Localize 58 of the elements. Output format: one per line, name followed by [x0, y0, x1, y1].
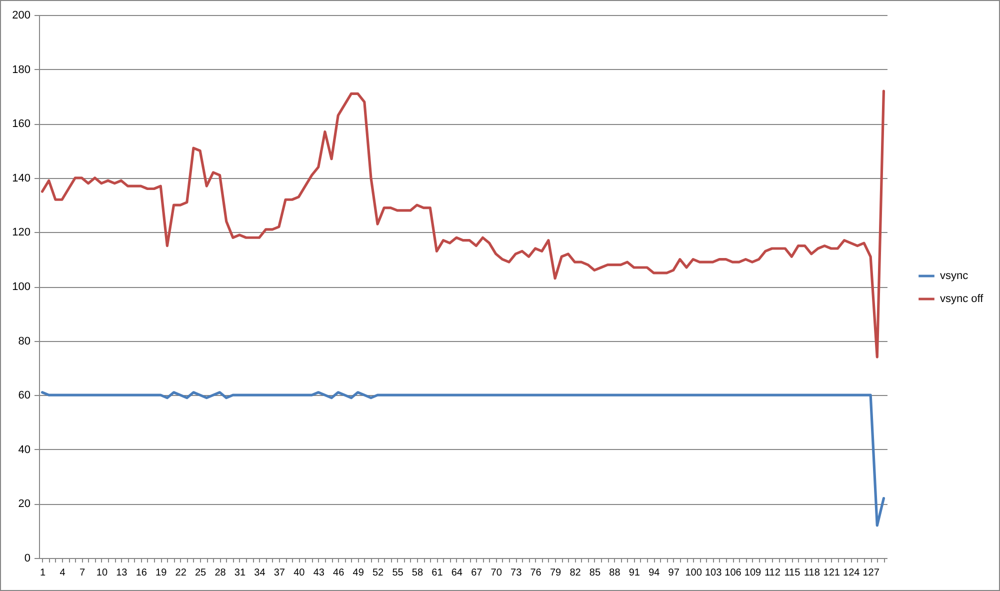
y-tick-label: 40	[18, 444, 30, 456]
x-tick-label: 106	[724, 568, 742, 578]
x-tick-label: 73	[510, 568, 522, 578]
x-tick-label: 97	[668, 568, 680, 578]
x-tick-label: 67	[471, 568, 483, 578]
x-tick-label: 115	[784, 568, 801, 578]
x-tick-label: 100	[685, 568, 702, 578]
x-tick-label: 64	[451, 568, 463, 578]
y-tick-label: 80	[18, 335, 30, 348]
x-tick-label: 103	[704, 568, 722, 578]
x-tick-label: 13	[116, 568, 128, 578]
x-tick-label: 10	[96, 568, 108, 578]
x-tick-label: 55	[392, 568, 404, 578]
x-tick-label: 43	[313, 568, 325, 578]
x-tick-label: 85	[589, 568, 601, 578]
x-tick-label: 91	[628, 568, 640, 578]
y-tick-label: 140	[12, 172, 30, 184]
x-tick-label: 121	[823, 568, 840, 578]
x-tick-label: 58	[412, 568, 424, 578]
y-tick-label: 60	[18, 390, 30, 402]
x-tick-label: 1	[40, 568, 46, 578]
x-tick-label: 109	[744, 568, 762, 578]
x-tick-label: 88	[609, 568, 621, 578]
x-tick-label: 25	[194, 568, 207, 578]
x-tick-label: 112	[764, 568, 781, 578]
y-tick-label: 200	[12, 10, 30, 22]
x-tick-label: 31	[234, 568, 246, 578]
x-tick-label: 19	[156, 568, 168, 578]
x-tick-label: 124	[843, 568, 860, 578]
x-tick-label: 70	[490, 568, 502, 578]
x-tick-label: 40	[294, 568, 306, 578]
x-tick-label: 76	[530, 568, 542, 578]
x-tick-label: 16	[136, 568, 148, 578]
legend-label: vsync	[940, 270, 969, 282]
x-tick-label: 94	[648, 568, 660, 578]
line-series	[40, 391, 886, 527]
x-tick-label: 46	[333, 568, 345, 578]
y-tick-label: 120	[12, 226, 30, 239]
x-tick-label: 49	[352, 568, 364, 578]
y-tick-label: 100	[12, 281, 30, 293]
x-tick-label: 28	[214, 568, 226, 578]
x-tick-label: 4	[60, 568, 66, 578]
x-tick-label: 61	[432, 568, 444, 578]
x-tick-label: 52	[372, 568, 384, 578]
line-series	[40, 90, 886, 358]
legend-label: vsync off	[940, 293, 984, 305]
y-tick-label: 180	[12, 64, 30, 76]
x-tick-label: 127	[862, 568, 880, 578]
x-tick-label: 34	[254, 568, 266, 578]
x-tick-label: 79	[550, 568, 562, 578]
x-tick-label: 22	[175, 568, 187, 578]
y-tick-label: 0	[24, 552, 30, 564]
y-tick-label: 20	[18, 498, 30, 510]
x-tick-label: 82	[570, 568, 582, 578]
x-tick-label: 7	[79, 568, 86, 578]
x-tick-label: 118	[804, 568, 820, 578]
y-tick-label: 160	[12, 118, 30, 130]
x-tick-label: 37	[274, 568, 286, 578]
